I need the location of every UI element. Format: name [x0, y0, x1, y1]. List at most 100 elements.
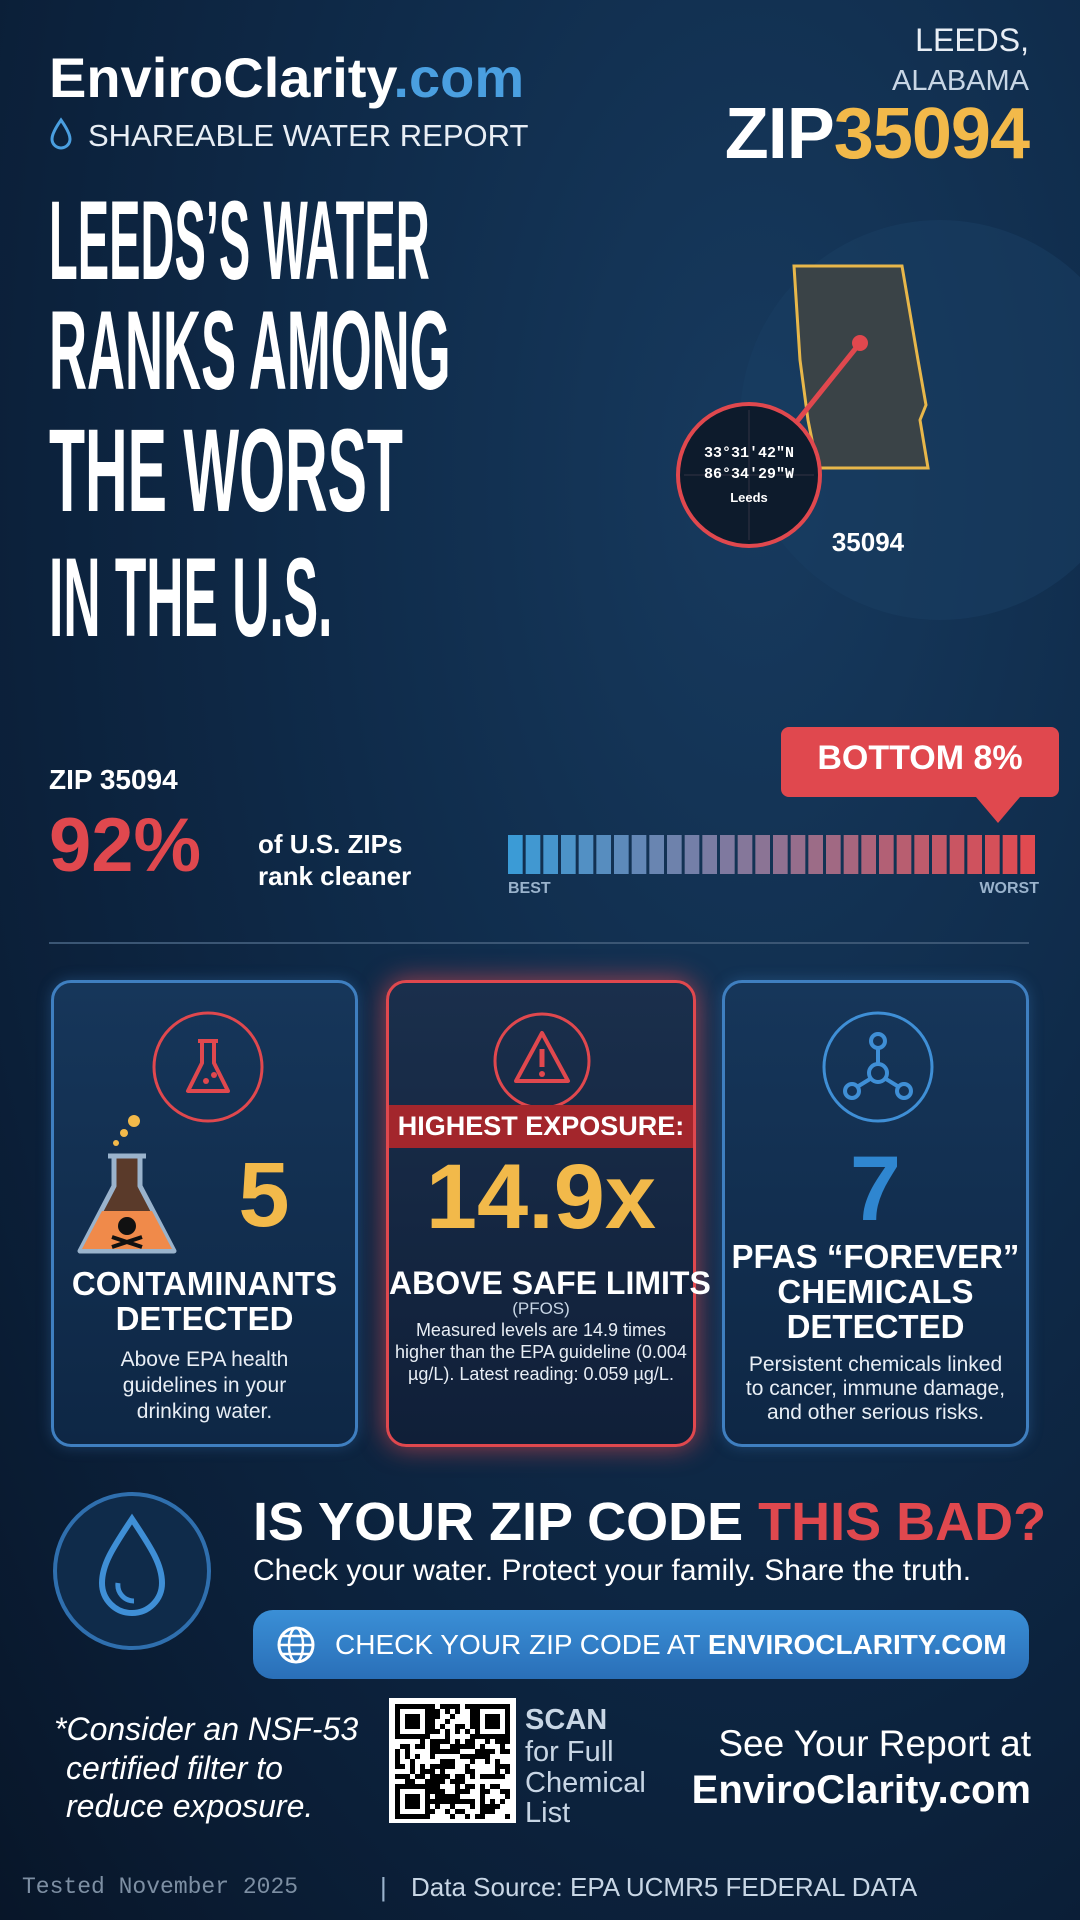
qr-cell	[440, 1789, 445, 1794]
qr-cell	[440, 1704, 445, 1709]
qr-cell	[395, 1704, 400, 1709]
qr-cell	[430, 1764, 435, 1769]
zip-heading: ZIP35094	[725, 98, 1030, 170]
cta-question: IS YOUR ZIP CODE THIS BAD?	[253, 1495, 1046, 1549]
qr-cell	[450, 1804, 455, 1809]
scan-text: for Full	[525, 1736, 614, 1768]
qr-cell	[420, 1784, 425, 1789]
qr-cell	[465, 1729, 470, 1734]
qr-cell	[460, 1754, 465, 1759]
qr-cell	[485, 1724, 490, 1729]
brand-name: EnviroClarity	[49, 46, 394, 109]
qr-cell	[465, 1739, 470, 1744]
qr-cell	[445, 1764, 450, 1769]
scale-segment	[967, 835, 982, 874]
qr-cell	[485, 1759, 490, 1764]
tested-date: Tested November 2025	[22, 1874, 299, 1900]
qr-cell	[485, 1739, 490, 1744]
state-map	[676, 220, 1080, 620]
qr-cell	[475, 1714, 480, 1719]
qr-cell	[440, 1739, 445, 1744]
qr-cell	[415, 1744, 420, 1749]
qr-cell	[445, 1719, 450, 1724]
qr-cell	[450, 1814, 455, 1819]
rank-scale	[508, 727, 1059, 874]
globe-icon	[277, 1626, 315, 1664]
qr-cell	[500, 1764, 505, 1769]
headline-line: RANKS AMONG	[49, 288, 451, 413]
qr-cell	[430, 1769, 435, 1774]
qr-cell	[505, 1739, 510, 1744]
qr-cell	[505, 1764, 510, 1769]
qr-cell	[470, 1799, 475, 1804]
qr-cell	[430, 1754, 435, 1759]
scale-worst: WORST	[979, 880, 1039, 897]
city: LEEDS,	[915, 22, 1029, 58]
qr-cell	[470, 1759, 475, 1764]
qr-cell	[410, 1704, 415, 1709]
qr-cell	[460, 1724, 465, 1729]
qr-cell	[410, 1724, 415, 1729]
qr-cell	[420, 1769, 425, 1774]
flask-icon	[152, 1011, 264, 1123]
cta-button[interactable]: CHECK YOUR ZIP CODE AT ENVIROCLARITY.COM	[253, 1610, 1029, 1679]
qr-cell	[495, 1764, 500, 1769]
qr-cell	[460, 1774, 465, 1779]
qr-cell	[420, 1744, 425, 1749]
qr-cell	[495, 1774, 500, 1779]
qr-cell	[490, 1774, 495, 1779]
qr-cell	[485, 1734, 490, 1739]
headline-line: LEEDS’S WATER	[49, 178, 430, 303]
qr-cell	[435, 1784, 440, 1789]
card-text: Above EPA health	[120, 1348, 289, 1371]
qr-cell	[470, 1719, 475, 1724]
qr-cell	[470, 1744, 475, 1749]
qr-cell	[485, 1789, 490, 1794]
qr-cell	[430, 1784, 435, 1789]
qr-cell	[455, 1774, 460, 1779]
qr-cell	[395, 1804, 400, 1809]
qr-cell	[425, 1789, 430, 1794]
qr-cell	[425, 1714, 430, 1719]
scale-segment	[790, 835, 806, 874]
card: 5 CONTAMINANTS DETECTED Above EPA health…	[51, 980, 358, 1447]
qr-cell	[495, 1759, 500, 1764]
qr-cell	[415, 1784, 420, 1789]
qr-cell	[435, 1764, 440, 1769]
scale-segment	[826, 835, 841, 874]
scan-text: Chemical	[525, 1767, 646, 1799]
scale-segment	[543, 835, 558, 874]
qr-cell	[430, 1749, 435, 1754]
qr-cell	[415, 1714, 420, 1719]
qr-cell	[490, 1749, 495, 1754]
divider	[49, 942, 1029, 944]
separator: |	[380, 1872, 387, 1902]
qr-cell	[435, 1804, 440, 1809]
qr-cell	[490, 1734, 495, 1739]
qr-cell	[485, 1774, 490, 1779]
scale-segment	[932, 835, 947, 874]
qr-cell	[475, 1734, 480, 1739]
qr-cell	[445, 1799, 450, 1804]
qr-cell	[450, 1749, 455, 1754]
rank-zip: ZIP 35094	[49, 764, 178, 795]
qr-cell	[450, 1759, 455, 1764]
scale-segment	[773, 835, 788, 874]
qr-cell	[405, 1754, 410, 1759]
qr-cell	[410, 1764, 415, 1769]
qr-cell	[495, 1719, 500, 1724]
qr-cell	[440, 1749, 445, 1754]
cta-button-text: CHECK YOUR ZIP CODE AT	[335, 1629, 701, 1660]
qr-cell	[405, 1749, 410, 1754]
zip-code: 35094	[833, 94, 1030, 174]
qr-cell	[425, 1794, 430, 1799]
poison-flask	[77, 1115, 177, 1254]
qr-cell	[435, 1794, 440, 1799]
qr-cell	[395, 1759, 400, 1764]
card-title: CONTAMINANTS	[71, 1265, 338, 1302]
qr-cell	[475, 1704, 480, 1709]
scale-segment	[561, 835, 576, 874]
qr-cell	[400, 1764, 405, 1769]
qr-cell	[465, 1789, 470, 1794]
qr-cell	[415, 1774, 420, 1779]
